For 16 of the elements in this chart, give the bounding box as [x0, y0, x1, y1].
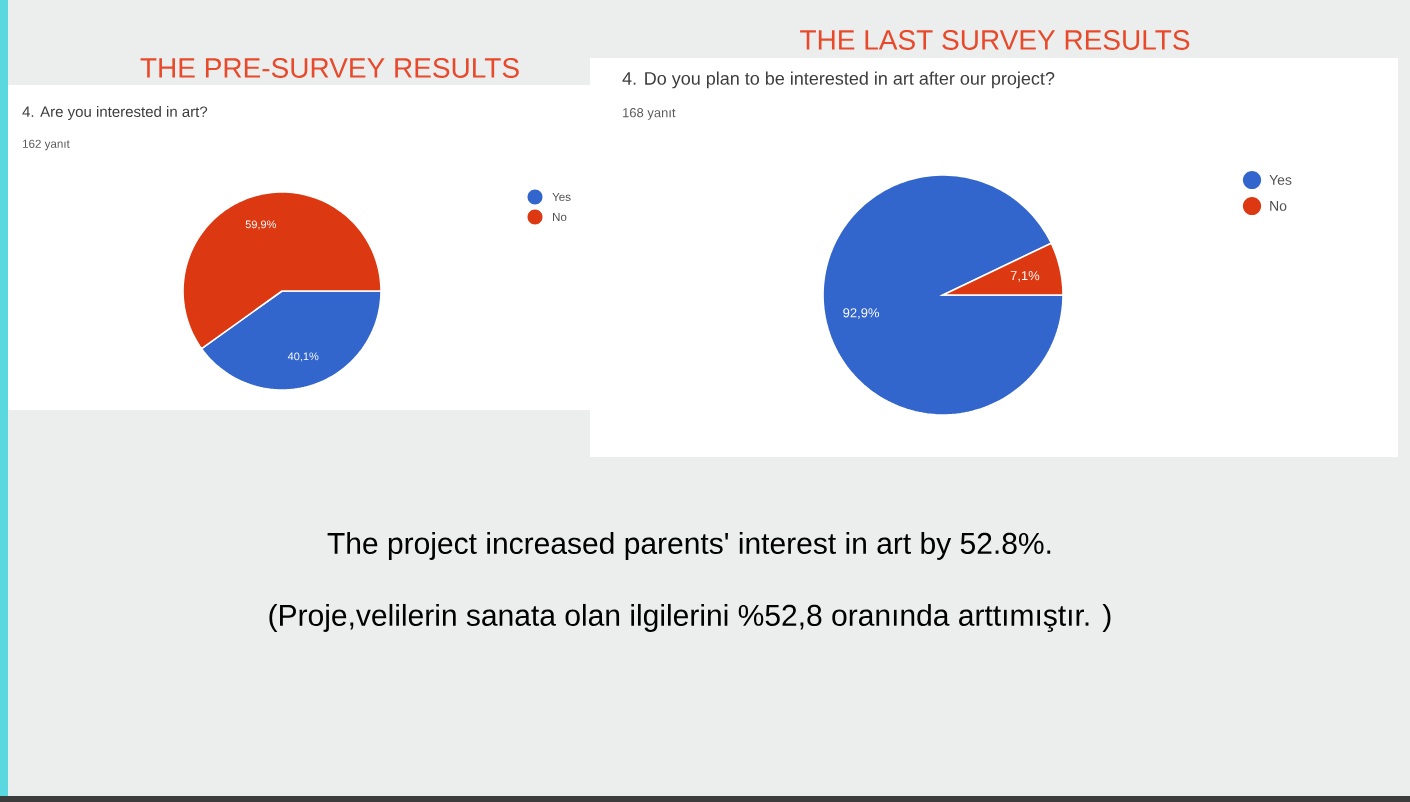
text: (Proje,velilerin sanata olan ilgilerini %52,8 oranında arttımıştır. ) — [269, 603, 1111, 633]
chart-title: THE PRE-SURVEY RESULTS — [140, 58, 519, 78]
data-label: 59,9% — [245, 220, 277, 230]
data-label: 40,1% — [287, 352, 319, 362]
chart-subtitle: 4. Do you plan to be interested in art after our project? — [622, 71, 1055, 89]
legend-label: Yes — [1269, 175, 1292, 185]
text: The project increased parents' interest in art by 52.8%. — [327, 532, 1051, 560]
text: 168 yanıt — [623, 108, 676, 120]
data-label: 92,9% — [843, 308, 880, 319]
data-label: 7,1% — [1010, 271, 1040, 282]
chart-title: THE LAST SURVEY RESULTS — [800, 30, 1190, 50]
text: 162 yanıt — [22, 139, 70, 151]
legend-label: Yes — [552, 192, 571, 202]
chart-subtitle: 4. Are you interested in art? — [22, 106, 208, 120]
legend-label: No — [553, 212, 567, 222]
legend-label: No — [1270, 201, 1287, 211]
